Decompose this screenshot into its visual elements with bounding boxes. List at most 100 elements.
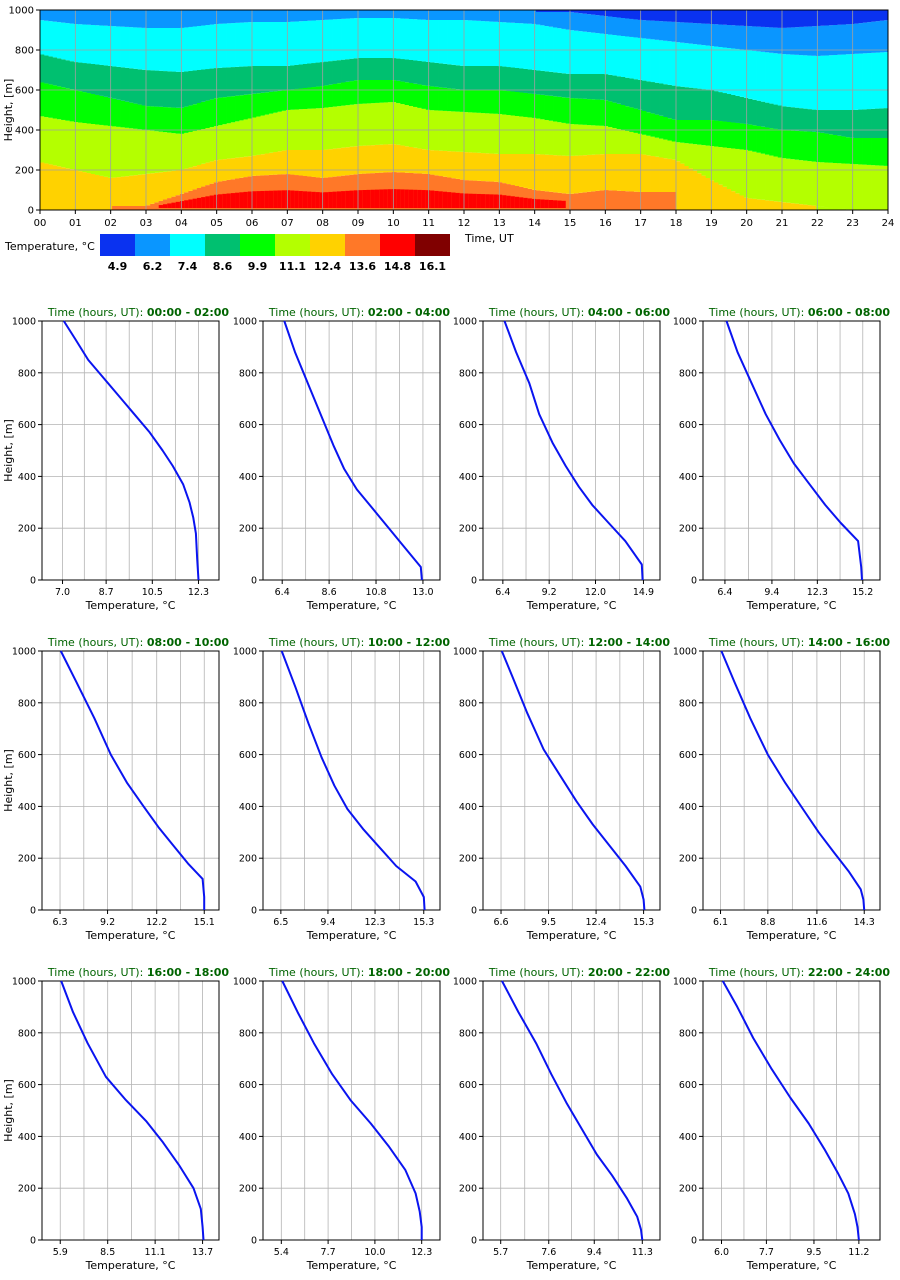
heatmap-cell (879, 108, 885, 138)
profile-temperature-line (720, 650, 866, 911)
heatmap-cell (688, 87, 694, 120)
heatmap-cell (345, 105, 350, 148)
profile-y-tick-label: 800 (18, 698, 36, 709)
heatmap-cell (480, 10, 486, 22)
heatmap-cell (464, 10, 469, 21)
heatmap-cell (531, 93, 537, 118)
heatmap-cell (73, 10, 79, 25)
heatmap-cell (341, 18, 346, 60)
heatmap-cell (472, 20, 478, 67)
heatmap-cell (765, 102, 770, 128)
heatmap-cell (883, 165, 889, 210)
heatmap-cell (353, 146, 359, 175)
heatmap-cell (112, 206, 117, 210)
heatmap-cell (218, 97, 223, 126)
heatmap-cell (608, 10, 613, 17)
heatmap-cell (120, 206, 126, 210)
heatmap-cell (688, 22, 694, 44)
heatmap-cell (447, 192, 452, 208)
heatmap-cell (553, 121, 558, 156)
profile-temperature-line (721, 980, 860, 1241)
heatmap-cell (281, 150, 287, 175)
heatmap-cell (243, 22, 249, 67)
heatmap-cell (205, 196, 210, 208)
profile-x-tick-label: 9.4 (587, 1247, 602, 1258)
heatmap-cell (464, 90, 469, 113)
heatmap-cell (230, 96, 236, 123)
heatmap-cell (561, 12, 567, 29)
heatmap-cell (69, 121, 75, 170)
heatmap-cell (188, 131, 194, 168)
heatmap-cell (633, 10, 639, 20)
heatmap-cell (837, 163, 842, 209)
heatmap-cell (213, 160, 219, 183)
heatmap-cell (654, 156, 660, 192)
profile-x-axis-label: Temperature, °C (85, 929, 176, 942)
heatmap-cell (239, 192, 244, 208)
heatmap-cell (642, 154, 647, 192)
heatmap-cell (285, 190, 291, 208)
heatmap-cell (430, 20, 435, 63)
heatmap-cell (40, 162, 45, 210)
heatmap-cell (374, 58, 380, 80)
heatmap-cell (519, 23, 524, 69)
heatmap-cell (485, 90, 490, 114)
heatmap-cell (629, 78, 634, 108)
heatmap-cell (557, 72, 562, 97)
heatmap-cell (239, 10, 244, 23)
heatmap-cell (319, 192, 325, 208)
heatmap-cell (141, 129, 147, 175)
heatmap-cell (319, 86, 325, 109)
heatmap-cell (769, 27, 774, 53)
profile-title: Time (hours, UT): 22:00 - 24:00 (708, 966, 891, 979)
heatmap-cell (756, 51, 762, 101)
heatmap-cell (349, 190, 355, 208)
heatmap-cell (595, 99, 601, 126)
heatmap-cell (650, 10, 656, 21)
heatmap-cell (773, 104, 779, 129)
heatmap-x-tick-label: 02 (104, 218, 117, 229)
heatmap-cell (442, 20, 448, 64)
heatmap-cell (65, 60, 71, 89)
heatmap-cell (523, 68, 528, 93)
heatmap-cell (61, 167, 66, 210)
heatmap-cell (832, 208, 838, 210)
heatmap-cell (705, 178, 711, 210)
heatmap-cell (875, 10, 880, 22)
heatmap-cell (731, 25, 736, 49)
heatmap-cell (837, 135, 842, 164)
heatmap-cell (179, 169, 185, 194)
heatmap-cell (871, 10, 876, 22)
heatmap-cell (56, 58, 62, 87)
heatmap-cell (408, 83, 414, 106)
heatmap-y-tick-label: 400 (15, 126, 34, 137)
heatmap-cell (120, 100, 126, 128)
heatmap-cell (773, 10, 779, 28)
heatmap-cell (845, 163, 851, 210)
heatmap-cell (782, 130, 787, 159)
heatmap-cell (680, 142, 685, 164)
heatmap-x-tick-label: 10 (387, 218, 400, 229)
heatmap-cell (353, 18, 359, 59)
heatmap-cell (739, 149, 745, 196)
profile-title-range: 16:00 - 18:00 (147, 966, 230, 979)
profile-x-tick-label: 12.2 (146, 917, 167, 928)
heatmap-cell (493, 90, 499, 114)
heatmap-cell (218, 194, 223, 208)
heatmap-cell (714, 46, 719, 92)
heatmap-cell (112, 26, 117, 67)
heatmap-cell (527, 10, 533, 24)
heatmap-cell (137, 10, 143, 28)
heatmap-cell (565, 155, 571, 194)
heatmap-cell (442, 63, 448, 88)
heatmap-cell (374, 102, 380, 145)
heatmap-cell (497, 194, 503, 208)
heatmap-cell (434, 110, 439, 151)
heatmap-cell (735, 48, 740, 96)
heatmap-cell (332, 60, 338, 84)
heatmap-cell (324, 10, 329, 20)
heatmap-y-tick-label: 1000 (9, 6, 34, 17)
heatmap-cell (773, 128, 779, 157)
heatmap-cell (510, 22, 516, 68)
heatmap-cell (455, 65, 461, 90)
